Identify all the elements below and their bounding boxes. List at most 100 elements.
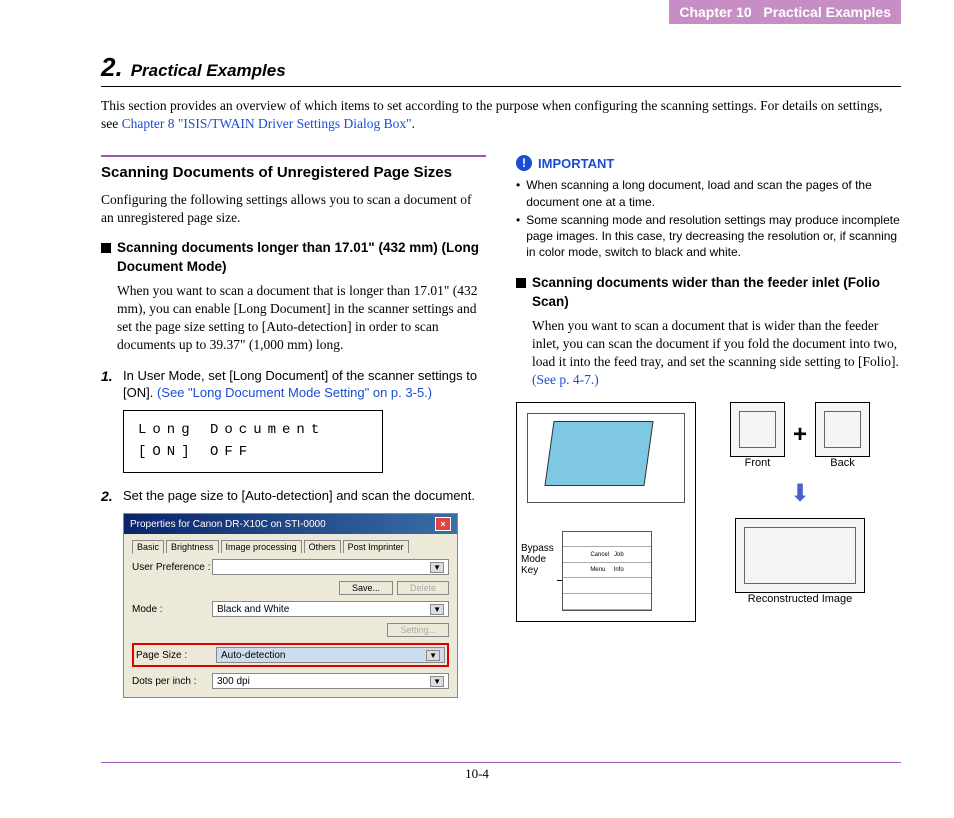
important-list: When scanning a long document, load and … <box>516 177 901 260</box>
right-para3: When you want to scan a document that is… <box>532 317 901 390</box>
important-label: IMPORTANT <box>538 156 614 171</box>
intro-post: . <box>412 116 415 131</box>
panel-row <box>563 594 651 610</box>
dropdown-icon[interactable]: ▼ <box>430 676 444 687</box>
front-back-diagram: Front + Back ⬇ Reconstructed Image <box>710 402 890 622</box>
important-heading: ! IMPORTANT <box>516 155 901 171</box>
left-column: Scanning Documents of Unregistered Page … <box>101 155 486 698</box>
mode-input[interactable]: Black and White ▼ <box>212 601 449 617</box>
panel-row <box>563 578 651 594</box>
step1-num: 1. <box>101 367 123 402</box>
bullet1-text: Scanning documents longer than 17.01" (4… <box>117 239 486 275</box>
columns: Scanning Documents of Unregistered Page … <box>101 155 901 698</box>
dropdown-icon[interactable]: ▼ <box>430 604 444 615</box>
step2-num: 2. <box>101 487 123 506</box>
subsection-heading: Scanning Documents of Unregistered Page … <box>101 163 486 183</box>
left-para1: Configuring the following settings allow… <box>101 191 486 227</box>
left-para2: When you want to scan a document that is… <box>117 282 486 355</box>
back-image <box>815 402 870 457</box>
reconstructed-image <box>735 518 865 593</box>
user-pref-input[interactable]: ▼ <box>212 559 449 575</box>
setting-row: Setting... <box>132 623 449 637</box>
scanner-diagram: Bypass Mode Key Cancel Job Menu Info <box>516 402 696 622</box>
dialog-titlebar: Properties for Canon DR-X10C on STI-0000… <box>124 514 457 534</box>
chapter-num: Chapter 10 <box>679 4 751 20</box>
chapter-title: Practical Examples <box>763 4 891 20</box>
intro-link[interactable]: Chapter 8 "ISIS/TWAIN Driver Settings Di… <box>122 116 412 131</box>
user-pref-row: User Preference : ▼ <box>132 559 449 575</box>
dpi-input[interactable]: 300 dpi ▼ <box>212 673 449 689</box>
step2-text: Set the page size to [Auto-detection] an… <box>123 487 475 506</box>
important-item-2: Some scanning mode and resolution settin… <box>526 212 901 261</box>
front-block: Front <box>730 402 785 469</box>
recon-label: Reconstructed Image <box>735 593 865 605</box>
tab-brightness[interactable]: Brightness <box>166 540 219 553</box>
control-panel: Cancel Job Menu Info <box>562 531 652 611</box>
bypass-label: Bypass Mode Key <box>521 543 561 576</box>
page-size-row: Page Size : Auto-detection ▼ <box>136 647 445 663</box>
square-bullet-icon <box>516 278 526 288</box>
panel-row <box>563 532 651 548</box>
back-label: Back <box>815 457 870 469</box>
page-number: 10-4 <box>0 766 954 782</box>
mode-label: Mode : <box>132 604 212 615</box>
step1-body: In User Mode, set [Long Document] of the… <box>123 367 486 402</box>
dpi-value: 300 dpi <box>217 676 250 687</box>
close-icon[interactable]: × <box>435 517 451 531</box>
step1-link[interactable]: (See "Long Document Mode Setting" on p. … <box>157 385 432 400</box>
important-icon: ! <box>516 155 532 171</box>
dpi-label: Dots per inch : <box>132 676 212 687</box>
recon-block: Reconstructed Image <box>735 518 865 605</box>
save-delete-row: Save... Delete <box>132 581 449 595</box>
front-label: Front <box>730 457 785 469</box>
section-number: 2. <box>101 52 123 82</box>
right-column: ! IMPORTANT When scanning a long documen… <box>516 155 901 698</box>
step-2: 2. Set the page size to [Auto-detection]… <box>101 487 486 506</box>
section-title: 2. Practical Examples <box>101 52 901 87</box>
section-name: Practical Examples <box>131 61 286 80</box>
plus-icon: + <box>793 421 807 449</box>
tab-others[interactable]: Others <box>304 540 341 553</box>
front-back-row: Front + Back <box>730 402 870 469</box>
lcd-line1: Long Document <box>138 419 368 441</box>
tab-basic[interactable]: Basic <box>132 540 164 554</box>
bullet-long-doc: Scanning documents longer than 17.01" (4… <box>101 239 486 275</box>
save-button[interactable]: Save... <box>339 581 393 595</box>
folded-document <box>544 421 653 486</box>
setting-button[interactable]: Setting... <box>387 623 449 637</box>
back-block: Back <box>815 402 870 469</box>
bullet2-text: Scanning documents wider than the feeder… <box>532 274 901 310</box>
important-item-1: When scanning a long document, load and … <box>526 177 901 209</box>
delete-button[interactable]: Delete <box>397 581 449 595</box>
arrow-down-icon: ⬇ <box>790 479 810 508</box>
step-1: 1. In User Mode, set [Long Document] of … <box>101 367 486 402</box>
chapter-header: Chapter 10 Practical Examples <box>669 0 901 24</box>
folio-diagram: Bypass Mode Key Cancel Job Menu Info <box>516 402 901 622</box>
mode-value: Black and White <box>217 604 289 615</box>
tab-post-imprinter[interactable]: Post Imprinter <box>343 540 409 553</box>
para3-pre: When you want to scan a document that is… <box>532 318 899 369</box>
user-pref-label: User Preference : <box>132 562 212 573</box>
bullet-folio: Scanning documents wider than the feeder… <box>516 274 901 310</box>
page-size-label: Page Size : <box>136 650 216 661</box>
intro-paragraph: This section provides an overview of whi… <box>101 97 901 133</box>
page-content: 2. Practical Examples This section provi… <box>101 52 901 698</box>
dialog-tabs: Basic Brightness Image processing Others… <box>132 540 449 553</box>
mode-row: Mode : Black and White ▼ <box>132 601 449 617</box>
square-bullet-icon <box>101 243 111 253</box>
para3-link[interactable]: (See p. 4-7.) <box>532 372 599 387</box>
lcd-display: Long Document [ON] OFF <box>123 410 383 473</box>
panel-row: Menu Info <box>563 563 651 579</box>
dropdown-icon[interactable]: ▼ <box>430 562 444 573</box>
dpi-row: Dots per inch : 300 dpi ▼ <box>132 673 449 689</box>
dialog-title-text: Properties for Canon DR-X10C on STI-0000 <box>130 519 326 530</box>
properties-dialog: Properties for Canon DR-X10C on STI-0000… <box>123 513 458 698</box>
lcd-line2: [ON] OFF <box>138 441 368 463</box>
dropdown-icon[interactable]: ▼ <box>426 650 440 661</box>
dialog-body: Basic Brightness Image processing Others… <box>124 534 457 697</box>
highlighted-field: Page Size : Auto-detection ▼ <box>132 643 449 667</box>
tab-image-processing[interactable]: Image processing <box>221 540 302 553</box>
page-size-value: Auto-detection <box>221 650 286 661</box>
footer-rule <box>101 762 901 764</box>
page-size-input[interactable]: Auto-detection ▼ <box>216 647 445 663</box>
